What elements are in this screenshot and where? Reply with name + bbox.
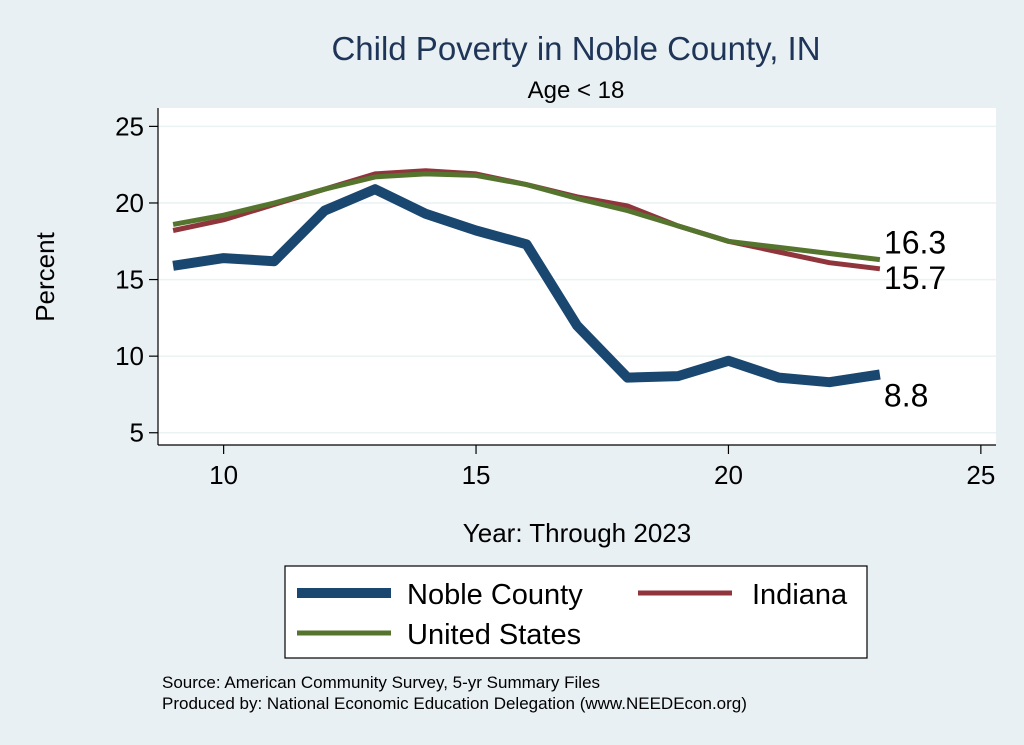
plot-area (158, 108, 996, 445)
series-line-united-states (172, 171, 881, 263)
legend-entries: Noble County Indiana United States (297, 579, 848, 651)
chart-title: Child Poverty in Noble County, IN (331, 30, 820, 67)
end-value-label: 8.8 (884, 378, 928, 414)
x-axis-title: Year: Through 2023 (463, 518, 691, 548)
end-value-label: 16.3 (884, 225, 946, 261)
y-tick-label: 5 (130, 418, 144, 448)
legend (284, 565, 868, 659)
source-line-2: Produced by: National Economic Education… (162, 694, 747, 713)
x-tick-label: 25 (966, 460, 995, 490)
y-tick-label: 15 (115, 265, 144, 295)
legend-label: United States (407, 619, 581, 651)
y-axis-title: Percent (30, 231, 60, 321)
x-tick-label: 15 (462, 460, 491, 490)
chart-subtitle: Age < 18 (528, 77, 625, 104)
y-tick-label: 25 (115, 111, 144, 141)
x-tick-label: 20 (714, 460, 743, 490)
x-ticks: 10 15 20 25 (209, 445, 995, 490)
end-labels: 8.8 15.716.3 (884, 225, 946, 414)
y-tick-label: 20 (115, 188, 144, 218)
x-tick-label: 10 (209, 460, 238, 490)
series-line-noble-county (172, 184, 881, 388)
gridlines (158, 125, 996, 434)
y-ticks: 5 10 15 20 25 (115, 111, 158, 448)
series-lines (172, 168, 881, 388)
source-line-1: Source: American Community Survey, 5-yr … (162, 673, 600, 692)
end-value-label: 15.7 (884, 260, 946, 296)
legend-label: Noble County (407, 579, 583, 611)
y-tick-label: 10 (115, 341, 144, 371)
legend-label: Indiana (752, 579, 848, 611)
